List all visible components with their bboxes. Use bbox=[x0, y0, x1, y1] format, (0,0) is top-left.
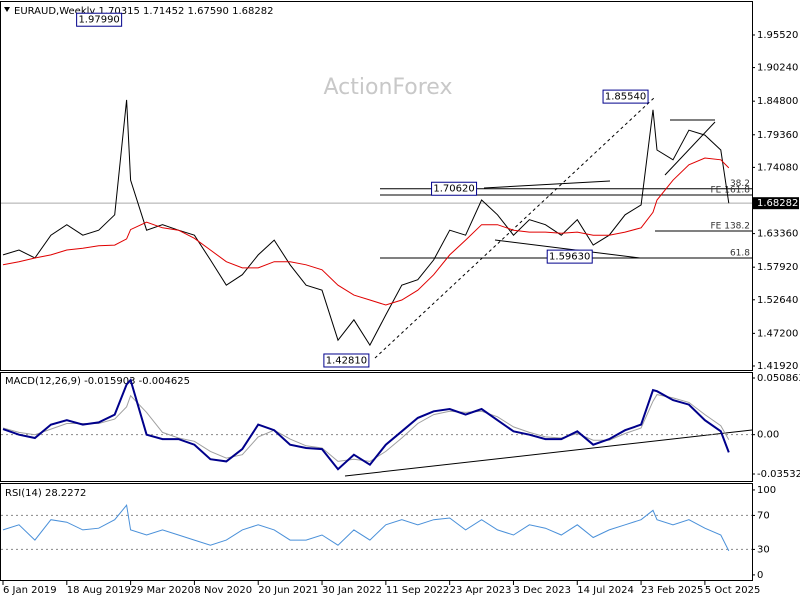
rsi-panel bbox=[0, 483, 753, 581]
price-annotation: 1.42810 bbox=[326, 355, 367, 366]
y-tick-label: 1.57920 bbox=[757, 262, 798, 273]
x-tick-label: 23 Apr 2023 bbox=[450, 585, 512, 596]
x-tick-label: 11 Sep 2022 bbox=[386, 585, 449, 596]
price-annotation-box bbox=[546, 249, 593, 264]
y-tick-label: 1.47200 bbox=[757, 328, 798, 339]
y-tick-label: 1.52640 bbox=[757, 295, 798, 306]
price-annotation-box bbox=[602, 89, 649, 104]
x-tick-label: 3 Dec 2023 bbox=[513, 585, 571, 596]
x-tick-label: 8 Nov 2020 bbox=[194, 585, 252, 596]
panel-title: MACD(12,26,9) -0.015903 -0.004625 bbox=[5, 376, 190, 387]
level-label: FE 138.2 bbox=[711, 221, 751, 231]
y-tick-label: 1.63360 bbox=[757, 229, 798, 240]
x-tick-label: 6 Jan 2019 bbox=[3, 585, 57, 596]
y-tick-label: 0 bbox=[757, 570, 763, 581]
x-tick-label: 14 Jul 2024 bbox=[577, 585, 634, 596]
series-line bbox=[2, 504, 730, 552]
level-label: FE 161.8 bbox=[711, 185, 751, 195]
price-annotation-box bbox=[431, 181, 478, 196]
x-tick-label: 5 Oct 2025 bbox=[705, 585, 760, 596]
price-annotation: 1.97990 bbox=[78, 15, 119, 26]
series-line bbox=[2, 157, 730, 306]
price-panel bbox=[0, 1, 753, 371]
x-tick-label: 18 Aug 2019 bbox=[67, 585, 131, 596]
x-tick-label: 30 Jan 2022 bbox=[322, 585, 382, 596]
y-tick-label: 0.050863 bbox=[757, 373, 800, 384]
level-label: 61.8 bbox=[730, 248, 750, 258]
trendline bbox=[664, 121, 716, 176]
trendline bbox=[494, 239, 641, 259]
trendline bbox=[344, 429, 753, 477]
trendlines bbox=[344, 96, 753, 477]
y-tick-label: 0.00 bbox=[757, 430, 779, 441]
macd-panel bbox=[0, 372, 753, 482]
x-tick-label: 23 Feb 2025 bbox=[641, 585, 703, 596]
price-annotation-box bbox=[323, 353, 370, 368]
y-tick-label: 1.79360 bbox=[757, 130, 798, 141]
menu-icon bbox=[4, 7, 10, 12]
price-annotation: 1.70620 bbox=[433, 184, 474, 195]
price-annotation-box bbox=[76, 12, 123, 27]
panel-title: RSI(14) 28.2272 bbox=[5, 488, 86, 499]
last-price-label: 1.68282 bbox=[757, 198, 798, 209]
last-price-box bbox=[753, 197, 799, 210]
series-line bbox=[2, 99, 730, 347]
x-tick-label: 29 Mar 2020 bbox=[131, 585, 194, 596]
price-annotation: 1.85540 bbox=[605, 92, 646, 103]
y-tick-label: 100 bbox=[757, 485, 776, 496]
trendline bbox=[483, 180, 611, 189]
y-tick-label: -0.035322 bbox=[757, 469, 800, 480]
y-tick-label: 1.74080 bbox=[757, 162, 798, 173]
price-annotation: 1.59630 bbox=[549, 252, 590, 263]
x-tick-label: 20 Jun 2021 bbox=[258, 585, 318, 596]
y-tick-label: 30 bbox=[757, 544, 770, 555]
trendline bbox=[374, 96, 656, 359]
y-tick-label: 1.90240 bbox=[757, 63, 798, 74]
panel-title: EURAUD,Weekly 1.70315 1.71452 1.67590 1.… bbox=[14, 6, 273, 17]
level-label: 38.2 bbox=[730, 179, 750, 189]
y-tick-label: 1.84800 bbox=[757, 96, 798, 107]
watermark: ActionForex bbox=[324, 75, 453, 100]
y-tick-label: 1.95520 bbox=[757, 30, 798, 41]
series-line bbox=[2, 394, 730, 462]
series-line bbox=[2, 378, 730, 471]
y-tick-label: 70 bbox=[757, 510, 770, 521]
y-tick-label: 1.41920 bbox=[757, 361, 798, 372]
